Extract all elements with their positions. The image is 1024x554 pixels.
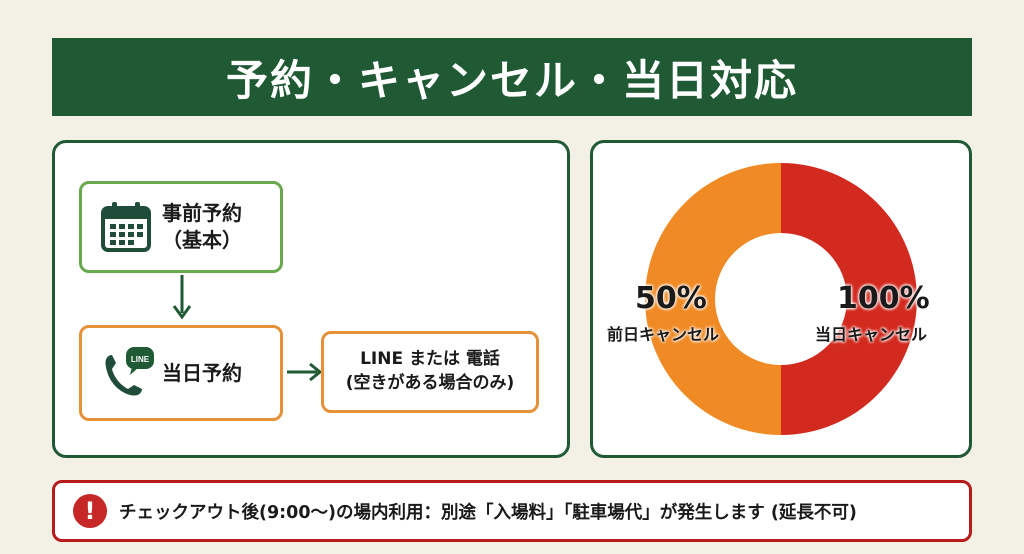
previous-day-cancel-percent: 50% [635, 281, 707, 316]
phone-icon: LINE [98, 345, 154, 401]
line-chat-icon: LINE [131, 355, 150, 364]
same-day-cancel-segment [781, 163, 917, 435]
notice-text: チェックアウト後(9:00〜)の場内利用：別途「入場料」「駐車場代」が発生します… [119, 502, 857, 523]
down-arrow-icon [172, 275, 192, 320]
exclamation-icon: ! [73, 494, 107, 528]
line-or-phone-box: LINE または 電話 (空きがある場合のみ) [321, 331, 539, 413]
contact-method-label: LINE または 電話 (空きがある場合のみ) [346, 348, 515, 396]
same-day-reservation-box: LINE 当日予約 [79, 325, 283, 421]
same-day-cancel-percent: 100% [837, 281, 930, 316]
same-day-reservation-label: 当日予約 [162, 360, 242, 385]
same-day-cancel-label: 当日キャンセル [815, 325, 928, 344]
cancellation-panel: 50% 前日キャンセル 100% 当日キャンセル [590, 140, 972, 458]
previous-day-cancel-segment [645, 163, 781, 435]
cancellation-donut [645, 163, 917, 435]
advance-reservation-box: 事前予約 （基本） [79, 181, 283, 273]
advance-reservation-label: 事前予約 （基本） [162, 200, 242, 254]
reservation-flow-panel: 事前予約 （基本） LINE 当日予約 LINE または 電話 (空きがある場合… [52, 140, 570, 458]
reserve-title: 事前予約 [162, 201, 242, 225]
contact-method-note: (空きがある場合のみ) [345, 373, 515, 393]
contact-method-title: LINE または 電話 [360, 349, 500, 370]
page-title: 予約・キャンセル・当日対応 [52, 38, 972, 116]
right-arrow-icon [287, 362, 323, 382]
previous-day-cancel-label: 前日キャンセル [607, 325, 720, 344]
calendar-icon [98, 199, 154, 255]
checkout-notice: ! チェックアウト後(9:00〜)の場内利用：別途「入場料」「駐車場代」が発生し… [52, 480, 972, 542]
reserve-subtitle: （基本） [162, 228, 242, 252]
